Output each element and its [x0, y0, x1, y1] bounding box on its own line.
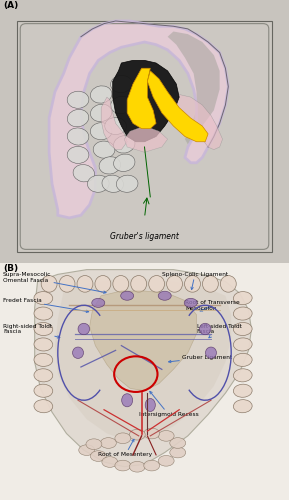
- Ellipse shape: [116, 175, 138, 192]
- Ellipse shape: [34, 338, 53, 351]
- Ellipse shape: [234, 354, 252, 366]
- Ellipse shape: [122, 394, 133, 407]
- Ellipse shape: [149, 276, 165, 292]
- Ellipse shape: [92, 298, 105, 308]
- Ellipse shape: [90, 86, 112, 103]
- Ellipse shape: [234, 369, 252, 382]
- Text: (A): (A): [3, 2, 18, 11]
- Ellipse shape: [79, 445, 95, 456]
- Ellipse shape: [34, 322, 53, 336]
- Polygon shape: [49, 21, 228, 218]
- Polygon shape: [55, 279, 231, 440]
- Ellipse shape: [234, 307, 252, 320]
- Ellipse shape: [166, 276, 183, 292]
- Text: Intersigmoid Recess: Intersigmoid Recess: [139, 392, 199, 417]
- Polygon shape: [35, 270, 251, 467]
- Ellipse shape: [105, 118, 126, 134]
- Polygon shape: [101, 97, 127, 150]
- Ellipse shape: [234, 400, 252, 412]
- Text: Gruber's ligament: Gruber's ligament: [110, 232, 179, 241]
- Ellipse shape: [221, 276, 236, 292]
- Ellipse shape: [144, 460, 160, 471]
- Text: Supra-Mesocolic
Omental Fascia: Supra-Mesocolic Omental Fascia: [3, 272, 106, 293]
- Ellipse shape: [59, 276, 75, 292]
- Ellipse shape: [234, 384, 252, 398]
- Ellipse shape: [185, 276, 201, 292]
- Ellipse shape: [73, 347, 84, 358]
- Ellipse shape: [234, 322, 252, 336]
- Ellipse shape: [41, 276, 57, 292]
- Ellipse shape: [73, 164, 95, 182]
- Polygon shape: [113, 60, 179, 142]
- Polygon shape: [90, 291, 197, 391]
- Ellipse shape: [144, 428, 160, 439]
- Ellipse shape: [99, 156, 121, 174]
- Text: Left-sided Toldt
Fascia: Left-sided Toldt Fascia: [197, 324, 241, 338]
- Ellipse shape: [170, 447, 186, 458]
- Ellipse shape: [203, 276, 218, 292]
- Ellipse shape: [102, 456, 118, 468]
- Ellipse shape: [114, 154, 135, 172]
- Ellipse shape: [34, 354, 53, 366]
- Ellipse shape: [78, 324, 90, 334]
- Ellipse shape: [34, 292, 53, 304]
- Ellipse shape: [102, 175, 123, 192]
- Ellipse shape: [115, 433, 131, 444]
- Ellipse shape: [111, 76, 132, 92]
- Ellipse shape: [205, 347, 216, 358]
- Ellipse shape: [34, 369, 53, 382]
- FancyBboxPatch shape: [17, 21, 272, 252]
- Ellipse shape: [234, 338, 252, 351]
- Ellipse shape: [90, 122, 112, 140]
- Text: Root of Mesentery: Root of Mesentery: [98, 440, 152, 458]
- Polygon shape: [147, 71, 208, 142]
- Ellipse shape: [90, 104, 112, 122]
- Text: (B): (B): [3, 264, 18, 272]
- Ellipse shape: [67, 128, 89, 145]
- Text: Gruber Ligament: Gruber Ligament: [168, 355, 232, 362]
- Ellipse shape: [77, 276, 93, 292]
- Ellipse shape: [234, 292, 252, 304]
- Ellipse shape: [115, 460, 131, 471]
- Ellipse shape: [184, 298, 197, 308]
- Ellipse shape: [121, 291, 134, 300]
- Ellipse shape: [114, 136, 135, 153]
- Ellipse shape: [34, 384, 53, 398]
- Ellipse shape: [111, 96, 132, 114]
- Text: Spleno-Colic Ligament: Spleno-Colic Ligament: [162, 272, 228, 289]
- Text: Root of Transverse
Mesocolon: Root of Transverse Mesocolon: [185, 300, 240, 312]
- Polygon shape: [124, 126, 168, 152]
- Ellipse shape: [67, 110, 89, 126]
- Ellipse shape: [158, 430, 174, 441]
- Ellipse shape: [90, 450, 106, 462]
- Ellipse shape: [95, 276, 111, 292]
- Ellipse shape: [93, 141, 115, 158]
- Ellipse shape: [34, 307, 53, 320]
- Ellipse shape: [67, 91, 89, 108]
- Text: Fredet Fascia: Fredet Fascia: [3, 298, 89, 312]
- Ellipse shape: [86, 439, 102, 450]
- Ellipse shape: [131, 276, 147, 292]
- Ellipse shape: [199, 324, 211, 334]
- Ellipse shape: [129, 462, 145, 472]
- Text: Right-sided Toldt
Fascia: Right-sided Toldt Fascia: [3, 324, 60, 338]
- Polygon shape: [127, 68, 156, 128]
- Ellipse shape: [113, 276, 129, 292]
- Ellipse shape: [67, 146, 89, 164]
- Ellipse shape: [129, 430, 145, 440]
- Ellipse shape: [34, 400, 53, 412]
- Ellipse shape: [158, 456, 174, 466]
- Ellipse shape: [170, 438, 186, 448]
- Ellipse shape: [145, 398, 155, 411]
- Ellipse shape: [158, 291, 171, 300]
- Polygon shape: [168, 32, 220, 144]
- Ellipse shape: [88, 175, 109, 192]
- Ellipse shape: [101, 438, 116, 448]
- Polygon shape: [173, 94, 223, 150]
